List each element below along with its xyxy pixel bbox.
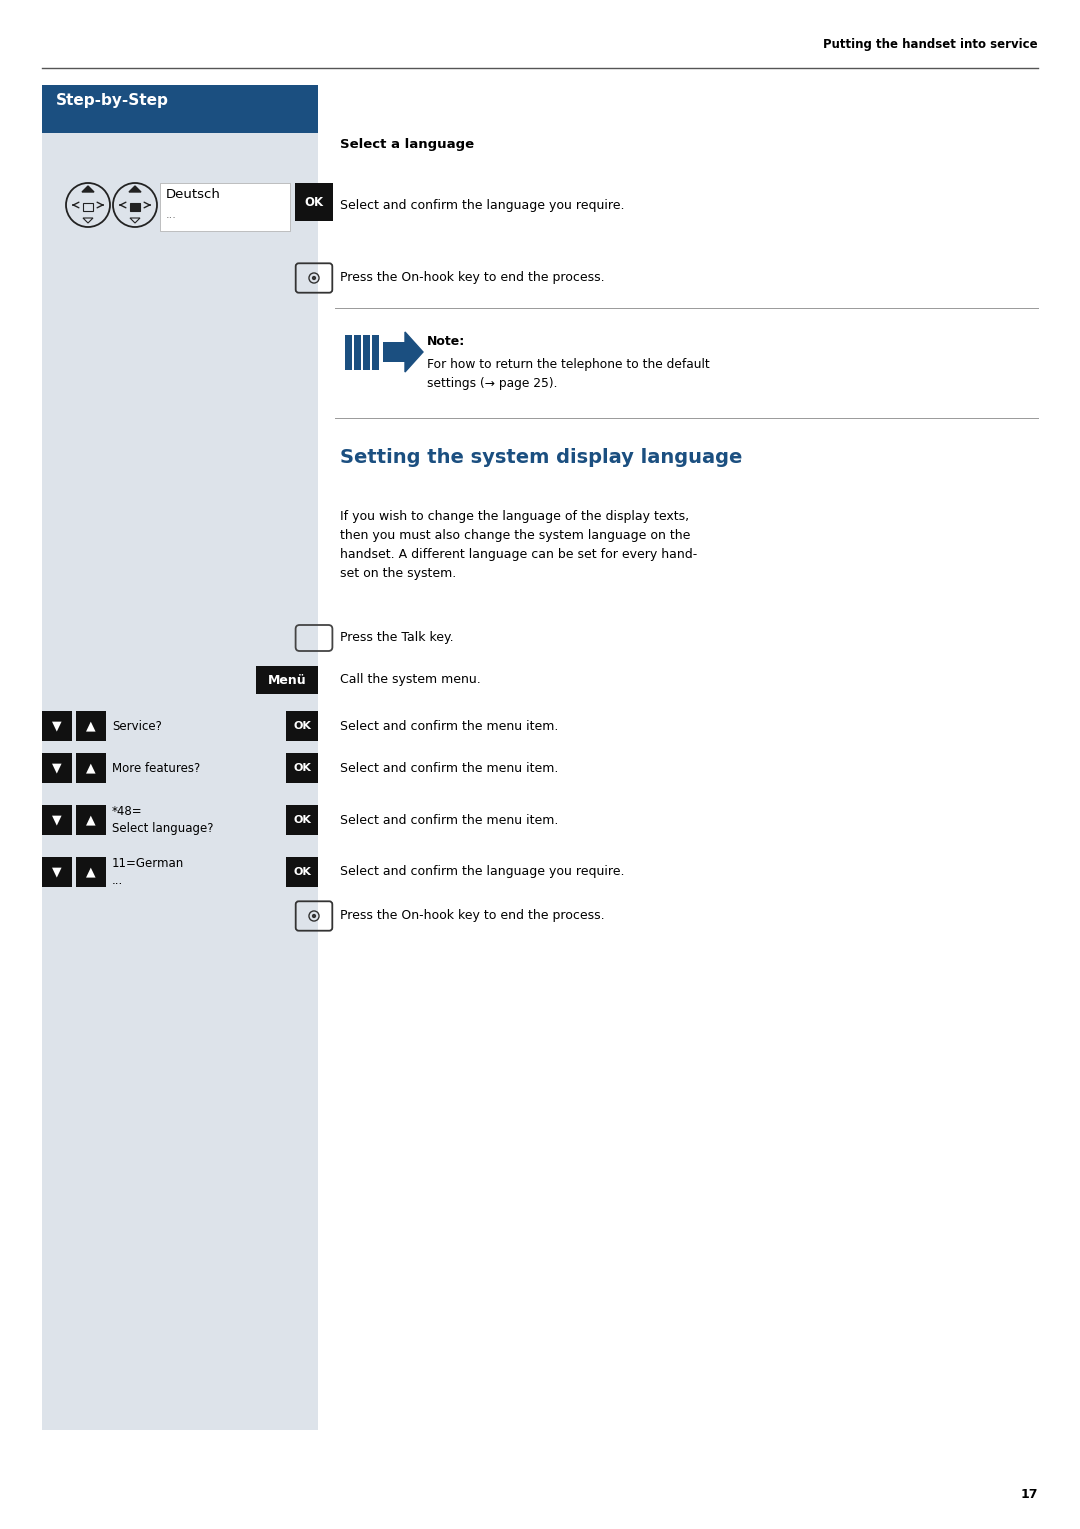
Text: OK: OK [305, 196, 324, 208]
Text: Setting the system display language: Setting the system display language [340, 448, 742, 466]
Text: 17: 17 [1021, 1488, 1038, 1501]
Text: ▼: ▼ [52, 720, 62, 732]
FancyBboxPatch shape [42, 711, 72, 742]
Polygon shape [405, 332, 423, 372]
Text: Call the system menu.: Call the system menu. [340, 673, 481, 687]
Text: For how to return the telephone to the default
settings (→ page 25).: For how to return the telephone to the d… [427, 358, 710, 390]
FancyBboxPatch shape [383, 342, 405, 362]
Text: ▼: ▼ [52, 865, 62, 879]
FancyBboxPatch shape [76, 856, 106, 887]
Text: More features?: More features? [112, 761, 200, 775]
FancyBboxPatch shape [42, 856, 72, 887]
FancyBboxPatch shape [76, 804, 106, 835]
FancyBboxPatch shape [160, 183, 291, 231]
Text: Select and confirm the language you require.: Select and confirm the language you requ… [340, 199, 624, 211]
FancyBboxPatch shape [76, 752, 106, 783]
Text: Press the On-hook key to end the process.: Press the On-hook key to end the process… [340, 272, 605, 284]
Circle shape [312, 277, 315, 280]
Text: Note:: Note: [427, 335, 465, 349]
Text: Select a language: Select a language [340, 138, 474, 151]
FancyBboxPatch shape [130, 203, 140, 211]
Text: Step-by-Step: Step-by-Step [56, 93, 168, 109]
Text: Select and confirm the language you require.: Select and confirm the language you requ… [340, 865, 624, 879]
Text: Select and confirm the menu item.: Select and confirm the menu item. [340, 761, 558, 775]
FancyBboxPatch shape [286, 711, 318, 742]
FancyBboxPatch shape [372, 335, 379, 370]
FancyBboxPatch shape [42, 86, 318, 1430]
Text: ▲: ▲ [86, 865, 96, 879]
FancyBboxPatch shape [286, 804, 318, 835]
Text: *48=
Select language?: *48= Select language? [112, 804, 214, 835]
Text: ▼: ▼ [52, 813, 62, 827]
FancyBboxPatch shape [286, 752, 318, 783]
Text: Service?: Service? [112, 720, 162, 732]
Text: 11=German
...: 11=German ... [112, 856, 185, 887]
FancyBboxPatch shape [42, 804, 72, 835]
Text: If you wish to change the language of the display texts,
then you must also chan: If you wish to change the language of th… [340, 511, 698, 579]
Text: Putting the handset into service: Putting the handset into service [823, 38, 1038, 50]
Text: ▼: ▼ [52, 761, 62, 775]
Text: Press the On-hook key to end the process.: Press the On-hook key to end the process… [340, 910, 605, 922]
FancyBboxPatch shape [42, 752, 72, 783]
FancyBboxPatch shape [286, 856, 318, 887]
FancyBboxPatch shape [345, 335, 352, 370]
FancyBboxPatch shape [363, 335, 370, 370]
FancyBboxPatch shape [76, 711, 106, 742]
FancyBboxPatch shape [295, 183, 333, 222]
Text: Select and confirm the menu item.: Select and confirm the menu item. [340, 813, 558, 827]
Circle shape [312, 914, 315, 917]
Text: OK: OK [293, 867, 311, 878]
Text: Press the Talk key.: Press the Talk key. [340, 631, 454, 645]
Text: Select and confirm the menu item.: Select and confirm the menu item. [340, 720, 558, 732]
Text: OK: OK [293, 815, 311, 826]
Text: ▲: ▲ [86, 720, 96, 732]
Text: ...: ... [166, 209, 177, 220]
Text: OK: OK [293, 722, 311, 731]
Text: OK: OK [293, 763, 311, 774]
Text: ▲: ▲ [86, 813, 96, 827]
FancyBboxPatch shape [256, 667, 318, 694]
Text: Deutsch: Deutsch [166, 188, 221, 200]
Text: ▲: ▲ [86, 761, 96, 775]
FancyBboxPatch shape [42, 86, 318, 133]
Polygon shape [129, 187, 141, 193]
Polygon shape [82, 187, 94, 193]
Text: Menü: Menü [268, 673, 307, 687]
FancyBboxPatch shape [354, 335, 361, 370]
